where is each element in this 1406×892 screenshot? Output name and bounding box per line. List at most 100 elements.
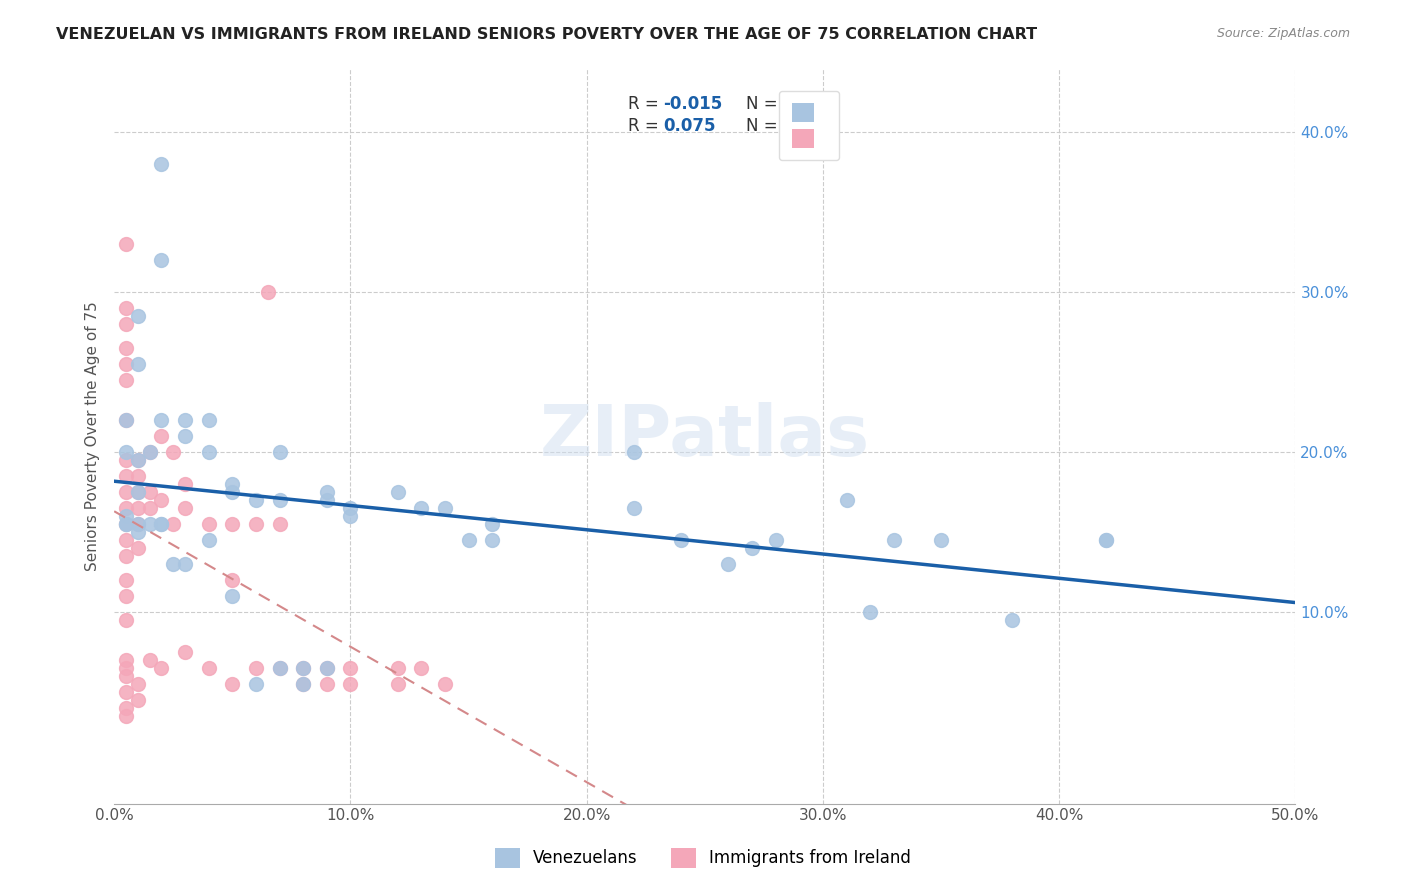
Point: [245, 493, 267, 508]
Point: [245, 661, 267, 675]
Point: [433, 677, 456, 691]
Point: [115, 516, 138, 531]
Point: [127, 516, 149, 531]
Point: [115, 516, 138, 531]
Point: [387, 485, 409, 500]
Point: [174, 500, 197, 515]
Point: [387, 677, 409, 691]
Point: [150, 253, 173, 268]
Text: -0.015: -0.015: [664, 95, 723, 113]
Point: [127, 453, 149, 467]
Point: [315, 661, 337, 675]
Point: [669, 533, 692, 547]
Y-axis label: Seniors Poverty Over the Age of 75: Seniors Poverty Over the Age of 75: [86, 301, 100, 571]
Point: [411, 500, 433, 515]
Point: [138, 500, 160, 515]
Point: [115, 341, 138, 355]
Point: [150, 157, 173, 171]
Point: [221, 477, 243, 491]
Point: [138, 653, 160, 667]
Point: [150, 516, 173, 531]
Point: [315, 485, 337, 500]
Point: [221, 677, 243, 691]
Text: N =: N =: [747, 95, 783, 113]
Point: [115, 237, 138, 252]
Point: [150, 429, 173, 443]
Point: [929, 533, 952, 547]
Point: [835, 493, 858, 508]
Point: [127, 541, 149, 555]
Point: [315, 677, 337, 691]
Point: [339, 508, 361, 523]
Point: [292, 661, 315, 675]
Point: [387, 661, 409, 675]
Point: [411, 661, 433, 675]
Point: [481, 516, 503, 531]
Point: [127, 357, 149, 371]
Point: [623, 500, 645, 515]
Point: [115, 445, 138, 459]
Point: [174, 645, 197, 659]
Point: [115, 301, 138, 316]
Point: [859, 605, 882, 619]
Point: [256, 285, 278, 300]
Point: [741, 541, 763, 555]
Point: [127, 485, 149, 500]
Point: [115, 317, 138, 331]
Text: R =: R =: [628, 117, 664, 135]
Point: [127, 469, 149, 483]
Point: [623, 445, 645, 459]
Point: [150, 413, 173, 427]
Point: [115, 500, 138, 515]
Point: [339, 661, 361, 675]
Point: [269, 661, 291, 675]
Point: [717, 557, 740, 571]
Point: [115, 413, 138, 427]
Point: [115, 573, 138, 587]
Point: [115, 453, 138, 467]
Point: [269, 445, 291, 459]
Point: [115, 549, 138, 563]
Point: [174, 477, 197, 491]
Point: [138, 445, 160, 459]
Legend: , : ,: [779, 91, 839, 161]
Point: [115, 613, 138, 627]
Point: [197, 516, 219, 531]
Point: [174, 429, 197, 443]
Point: [197, 413, 219, 427]
Text: R =: R =: [628, 95, 664, 113]
Point: [115, 669, 138, 683]
Point: [221, 573, 243, 587]
Point: [115, 413, 138, 427]
Point: [150, 661, 173, 675]
Point: [292, 661, 315, 675]
Point: [221, 516, 243, 531]
Point: [115, 373, 138, 387]
Legend: Venezuelans, Immigrants from Ireland: Venezuelans, Immigrants from Ireland: [488, 841, 918, 875]
Point: [315, 661, 337, 675]
Point: [115, 469, 138, 483]
Text: VENEZUELAN VS IMMIGRANTS FROM IRELAND SENIORS POVERTY OVER THE AGE OF 75 CORRELA: VENEZUELAN VS IMMIGRANTS FROM IRELAND SE…: [56, 27, 1038, 42]
Point: [127, 692, 149, 706]
Point: [245, 516, 267, 531]
Point: [221, 485, 243, 500]
Text: ZIPatlas: ZIPatlas: [540, 401, 870, 471]
Point: [115, 485, 138, 500]
Point: [115, 508, 138, 523]
Point: [127, 524, 149, 539]
Point: [162, 557, 184, 571]
Point: [115, 653, 138, 667]
Point: [197, 533, 219, 547]
Point: [115, 589, 138, 603]
Point: [115, 661, 138, 675]
Point: [174, 557, 197, 571]
Point: [115, 708, 138, 723]
Point: [127, 310, 149, 324]
Point: [1095, 533, 1118, 547]
Point: [150, 493, 173, 508]
Point: [115, 357, 138, 371]
Point: [162, 516, 184, 531]
Point: [127, 500, 149, 515]
Point: [269, 516, 291, 531]
Point: [197, 445, 219, 459]
